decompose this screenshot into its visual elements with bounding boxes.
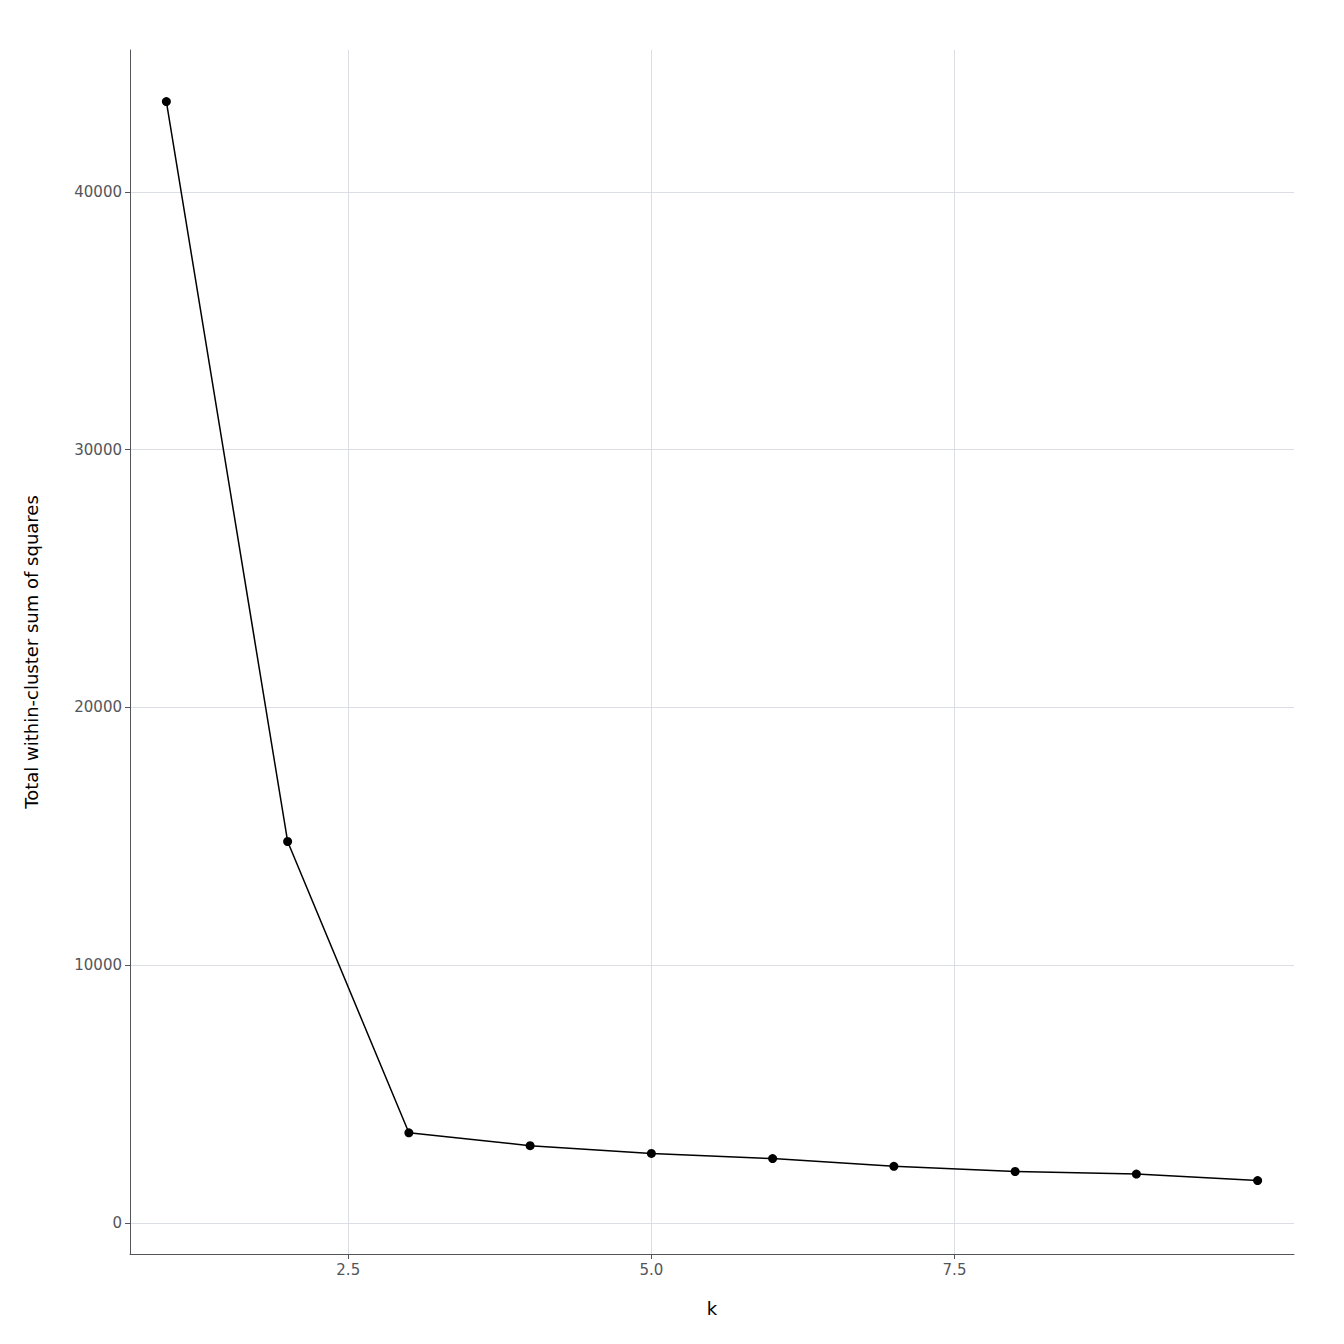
svg-text:40000: 40000	[74, 183, 122, 201]
svg-text:Total within-cluster sum of sq: Total within-cluster sum of squares	[21, 495, 42, 810]
svg-text:k: k	[707, 1298, 718, 1319]
svg-text:5.0: 5.0	[639, 1261, 663, 1279]
svg-text:2.5: 2.5	[336, 1261, 360, 1279]
svg-text:10000: 10000	[74, 956, 122, 974]
svg-text:7.5: 7.5	[943, 1261, 967, 1279]
svg-text:30000: 30000	[74, 441, 122, 459]
svg-text:20000: 20000	[74, 698, 122, 716]
svg-text:0: 0	[112, 1214, 122, 1232]
